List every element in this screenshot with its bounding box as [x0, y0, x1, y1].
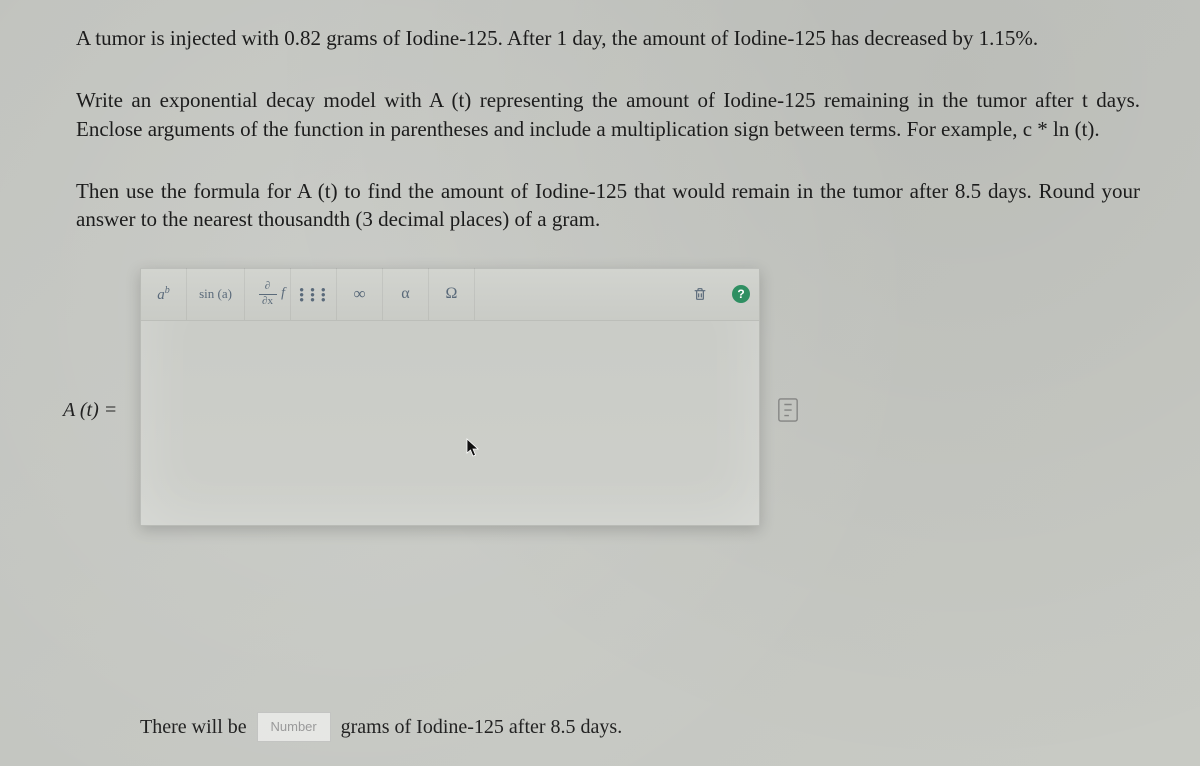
paragraph-1: A tumor is injected with 0.82 grams of I… [76, 24, 1140, 52]
expand-icon[interactable] [777, 397, 799, 423]
tool-trash[interactable] [677, 268, 723, 320]
equation-label-lhs: A (t) = [63, 399, 117, 422]
paragraph-3: Then use the formula for A (t) to find t… [76, 177, 1140, 234]
tool-trig[interactable]: sin (a) [187, 268, 245, 320]
tool-exponent[interactable]: ab [141, 268, 187, 320]
answer-prefix: There will be [140, 716, 247, 739]
tool-infinity[interactable]: ∞ [337, 268, 383, 320]
tool-alpha[interactable]: α [383, 268, 429, 320]
equation-input-area[interactable] [141, 321, 759, 477]
answer-suffix: grams of Iodine-125 after 8.5 days. [341, 716, 623, 739]
tool-help[interactable]: ? [723, 268, 759, 320]
equation-editor-panel: A (t) = ab sin (a) ∂ ∂x f ● ● ●● ● ●● ● … [140, 268, 760, 526]
equation-toolbar: ab sin (a) ∂ ∂x f ● ● ●● ● ●● ● ● ∞ α Ω [141, 269, 759, 321]
paragraph-2: Write an exponential decay model with A … [76, 86, 1140, 143]
tool-derivative[interactable]: ∂ ∂x f [245, 268, 291, 320]
answer-number-input[interactable]: Number [257, 712, 331, 742]
tool-matrix[interactable]: ● ● ●● ● ●● ● ● [291, 268, 337, 320]
tool-omega[interactable]: Ω [429, 268, 475, 320]
question-body: A tumor is injected with 0.82 grams of I… [76, 24, 1140, 526]
help-icon: ? [732, 285, 750, 303]
trash-icon [692, 286, 708, 302]
answer-sentence: There will be Number grams of Iodine-125… [140, 712, 622, 742]
